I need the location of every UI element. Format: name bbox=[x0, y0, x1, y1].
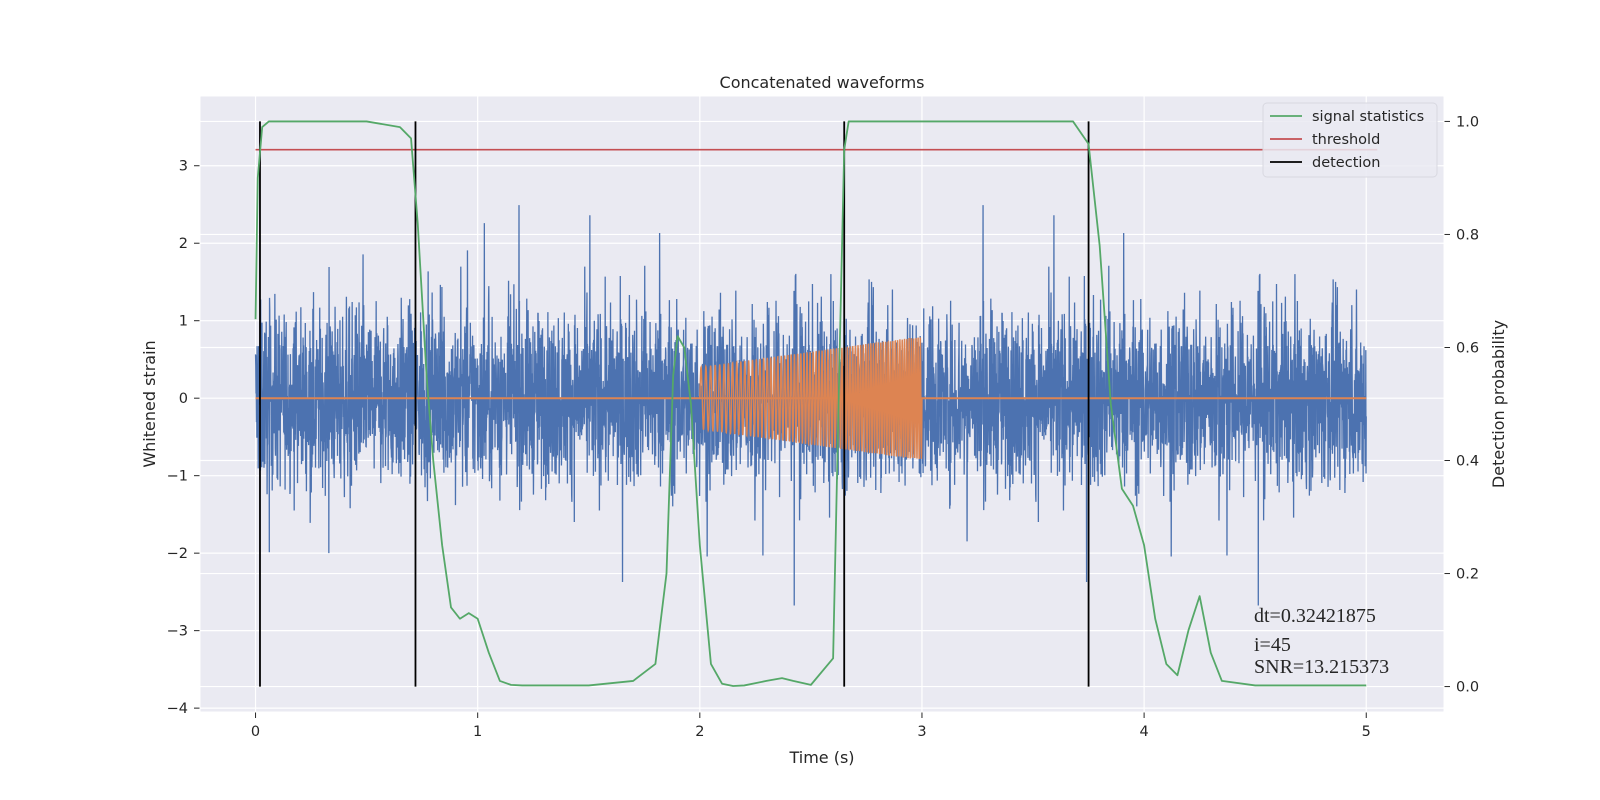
chart-title: Concatenated waveforms bbox=[720, 73, 925, 92]
y2-tick-label: 0.2 bbox=[1456, 567, 1479, 583]
annotation-text: SNR=13.215373 bbox=[1254, 656, 1389, 678]
y2-axis-label: Detection probability bbox=[1489, 320, 1508, 488]
signal-statistics-line bbox=[254, 120, 1367, 687]
x-tick-label: 5 bbox=[1362, 724, 1371, 740]
y-tick-label: −4 bbox=[167, 701, 188, 717]
x-axis-label: Time (s) bbox=[788, 748, 854, 767]
x-tick-label: 0 bbox=[251, 724, 260, 740]
y2-tick-label: 1.0 bbox=[1456, 114, 1479, 130]
legend-label: detection bbox=[1312, 155, 1380, 171]
x-tick-label: 3 bbox=[917, 724, 926, 740]
signal-statistics-series bbox=[254, 120, 1367, 687]
y-tick-label: 1 bbox=[179, 314, 188, 330]
legend-label: threshold bbox=[1312, 132, 1380, 148]
y-tick-label: 3 bbox=[179, 159, 188, 175]
legend-box bbox=[1262, 102, 1438, 178]
axes: 0 1 2 3 4 5 3 2 1 0 −1 −2 −3 −4 1.0 0.8 0.6 0.4 0.2 0.0 bbox=[167, 95, 1479, 740]
y-tick-label: −2 bbox=[167, 546, 188, 562]
injected-signal-series bbox=[255, 337, 1367, 459]
y-axis-label: Whitened strain bbox=[140, 340, 159, 467]
y2-tick-label: 0.8 bbox=[1456, 227, 1479, 243]
x-tick-label: 1 bbox=[473, 724, 482, 740]
legend-label: signal statistics bbox=[1312, 109, 1424, 125]
y2-tick-label: 0.6 bbox=[1456, 340, 1479, 356]
detection-lines bbox=[259, 121, 1090, 687]
legend: signal statistics threshold detection bbox=[1262, 102, 1438, 178]
y-tick-label: 0 bbox=[179, 391, 188, 407]
y-tick-label: 2 bbox=[179, 236, 188, 252]
y2-tick-label: 0.4 bbox=[1456, 454, 1479, 470]
y2-tick-label: 0.0 bbox=[1456, 680, 1479, 696]
annotation-text: i=45 bbox=[1254, 634, 1291, 656]
plot-frame bbox=[199, 95, 1445, 713]
y-tick-label: −3 bbox=[167, 624, 188, 640]
x-tick-label: 4 bbox=[1139, 724, 1148, 740]
annotation-text: dt=0.32421875 bbox=[1254, 605, 1376, 627]
y-tick-label: −1 bbox=[167, 469, 188, 485]
injected-chirp bbox=[699, 337, 923, 459]
x-tick-label: 2 bbox=[695, 724, 704, 740]
